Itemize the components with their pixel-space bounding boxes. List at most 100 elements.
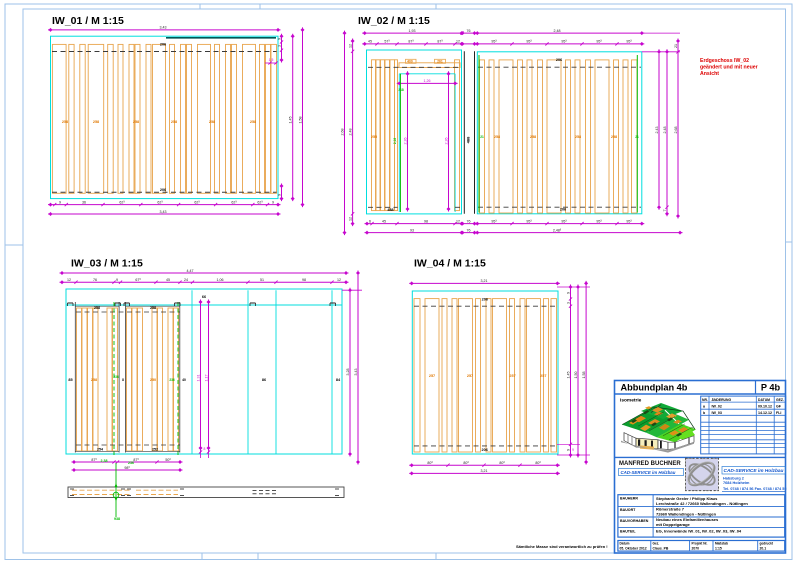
svg-text:Sämtliche Masse sind verantwor: Sämtliche Masse sind verantwortlich zu p… [516,544,608,549]
svg-text:7: 7 [663,210,667,212]
svg-text:62³: 62³ [231,200,237,204]
svg-text:Neubau eines Einfamilienhauses: Neubau eines Einfamilienhauses [656,517,719,522]
svg-text:Ansicht: Ansicht [700,71,719,77]
svg-text:258: 258 [575,135,581,139]
svg-text:FLI: FLI [776,411,781,415]
svg-text:95³: 95³ [491,40,497,44]
svg-text:12: 12 [348,44,352,48]
svg-text:9: 9 [277,194,281,196]
svg-text:9: 9 [272,200,274,204]
svg-text:3: 3 [566,302,570,304]
svg-text:206: 206 [160,43,166,47]
svg-text:87³: 87³ [408,40,414,44]
svg-text:86: 86 [262,378,266,382]
svg-text:Tel. 0748 / 874 56 Fax. 0748: Tel. 0748 / 874 56 Fax. 0748 / 874 55 [723,487,786,491]
svg-text:IW_02: IW_02 [712,405,722,409]
svg-text:Gez.: Gez. [653,541,660,545]
svg-text:Stephanie Gexler / Philipp Kla: Stephanie Gexler / Philipp Klaus [656,496,718,501]
svg-text:3: 3 [277,45,281,47]
svg-text:CAD-SERVICE im Holzbau: CAD-SERVICE im Holzbau [724,468,784,474]
svg-text:98: 98 [424,219,428,223]
svg-text:Erdgeschoss IW_02: Erdgeschoss IW_02 [700,58,749,64]
svg-text:2,48: 2,48 [348,129,352,136]
svg-text:24: 24 [184,278,188,282]
svg-text:9: 9 [572,448,574,452]
svg-text:258: 258 [94,306,100,310]
svg-text:7684 Holzheim: 7684 Holzheim [723,481,750,485]
svg-text:Datum: Datum [620,541,630,545]
svg-text:206: 206 [160,188,166,192]
svg-text:236: 236 [169,378,175,382]
svg-text:95³: 95³ [596,40,602,44]
svg-text:488: 488 [387,208,393,212]
svg-text:80³: 80³ [499,461,505,465]
svg-text:21: 21 [480,135,484,139]
svg-text:76: 76 [93,278,97,282]
svg-text:Römerstraße 7: Römerstraße 7 [656,507,685,512]
svg-text:BAUORT: BAUORT [620,508,636,512]
svg-text:72660 Wallendingen - Nütlingen: 72660 Wallendingen - Nütlingen [656,512,717,517]
svg-text:40: 40 [182,378,186,382]
svg-text:1:15: 1:15 [715,546,722,550]
svg-text:1,93: 1,93 [409,29,416,33]
svg-text:258: 258 [171,120,177,124]
svg-text:258: 258 [93,120,99,124]
svg-text:IW_01 / M 1:15: IW_01 / M 1:15 [52,15,124,27]
svg-text:4,47: 4,47 [187,269,194,273]
svg-text:9: 9 [277,38,281,40]
svg-text:95³: 95³ [491,219,497,223]
svg-text:252: 252 [152,448,158,452]
svg-text:87³: 87³ [133,458,139,462]
svg-text:ÄNDERUNG: ÄNDERUNG [712,398,732,402]
svg-text:9: 9 [566,292,570,294]
svg-text:257: 257 [429,374,435,378]
svg-text:95³: 95³ [596,219,602,223]
svg-text:1,58: 1,58 [582,372,586,379]
svg-text:62³: 62³ [194,200,200,204]
svg-text:1,26: 1,26 [424,79,431,83]
svg-text:EG, Innenwände IW_01, IW_02, I: EG, Innenwände IW_01, IW_02, IW_03, IW_0… [656,528,742,533]
svg-text:938: 938 [114,517,120,521]
svg-text:IW_04 / M 1:15: IW_04 / M 1:15 [414,258,486,270]
svg-text:76: 76 [467,228,471,232]
svg-text:67³: 67³ [135,278,141,282]
svg-text:MANFRED BUCHNER: MANFRED BUCHNER [619,461,681,467]
svg-text:76: 76 [467,219,471,223]
svg-text:51: 51 [260,278,264,282]
svg-text:BAUTEIL: BAUTEIL [620,529,636,533]
svg-text:257: 257 [509,374,515,378]
svg-text:1,31: 1,31 [196,375,200,382]
svg-text:09.10.12: 09.10.12 [758,405,772,409]
svg-text:206: 206 [482,448,488,452]
svg-text:geändert und mit neuer: geändert und mit neuer [700,65,758,71]
svg-text:IW_03 / M 1:15: IW_03 / M 1:15 [71,258,143,270]
svg-text:Projekt Nr.: Projekt Nr. [692,541,708,545]
svg-text:12: 12 [337,278,341,282]
svg-text:9: 9 [116,278,118,282]
svg-text:2,48: 2,48 [554,29,561,33]
svg-text:95³: 95³ [561,40,567,44]
svg-text:1,17: 1,17 [204,375,208,382]
svg-text:236: 236 [113,375,119,379]
svg-text:3,28: 3,28 [346,369,350,376]
svg-text:Maßstab: Maßstab [715,541,728,545]
svg-text:Claus_PB: Claus_PB [653,546,669,550]
svg-text:76: 76 [467,29,471,33]
svg-text:12: 12 [456,219,460,223]
svg-text:NR.: NR. [702,398,708,402]
svg-text:87³: 87³ [437,40,443,44]
svg-text:62³: 62³ [257,200,263,204]
svg-text:2,48³: 2,48³ [553,228,562,232]
svg-text:98³: 98³ [124,466,130,470]
svg-text:400: 400 [407,59,413,63]
svg-text:93: 93 [410,228,414,232]
svg-text:21: 21 [674,44,678,48]
svg-text:8: 8 [122,378,124,382]
svg-text:50³: 50³ [165,458,171,462]
svg-text:2,18: 2,18 [393,138,397,144]
svg-text:3,43: 3,43 [160,210,167,214]
svg-text:20.1: 20.1 [760,546,767,550]
svg-text:258: 258 [494,135,500,139]
svg-text:257: 257 [540,374,546,378]
svg-text:12: 12 [456,40,460,44]
